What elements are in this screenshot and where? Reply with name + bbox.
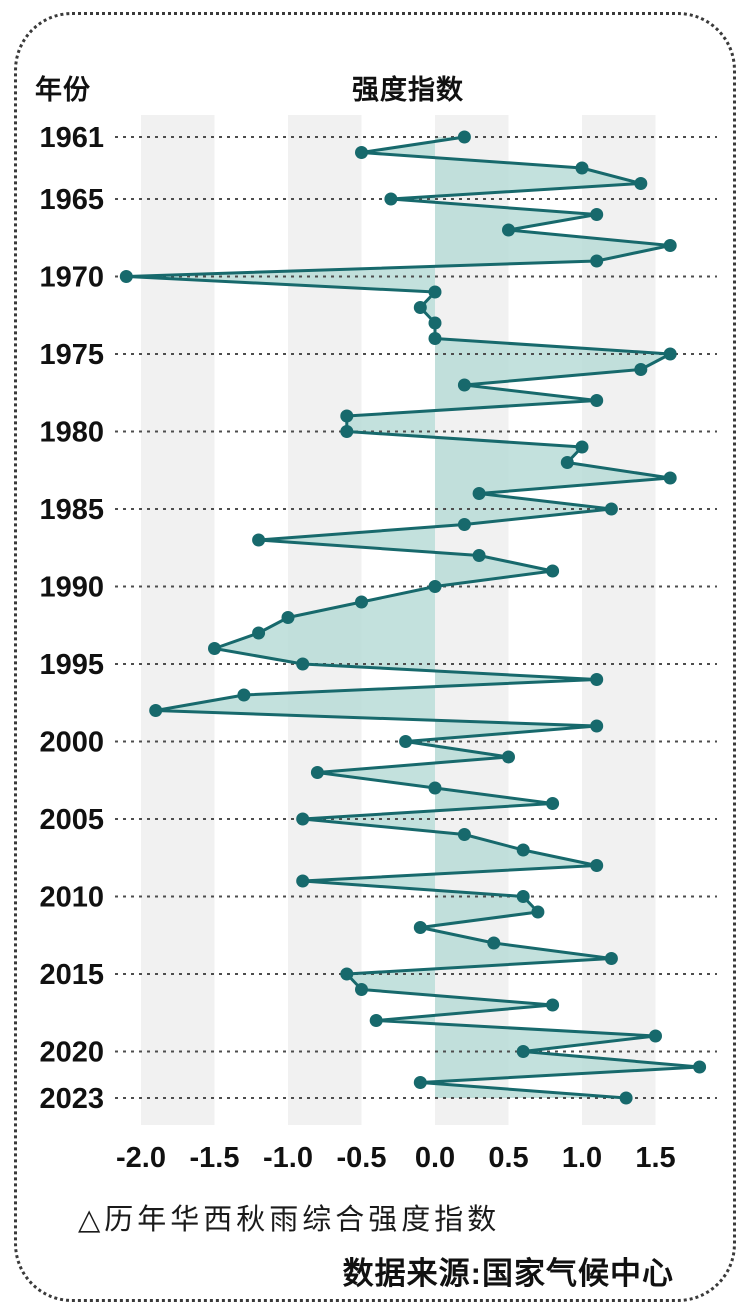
year-tick-label: 1990 bbox=[39, 572, 104, 604]
data-point bbox=[590, 859, 604, 872]
x-tick-label: 1.0 bbox=[562, 1142, 602, 1174]
data-point bbox=[369, 1014, 383, 1027]
year-tick-label: 1970 bbox=[39, 262, 104, 294]
year-tick-label: 2020 bbox=[39, 1037, 104, 1069]
data-point bbox=[590, 673, 604, 686]
data-point bbox=[413, 301, 427, 314]
data-point bbox=[428, 332, 442, 345]
data-point bbox=[487, 936, 501, 950]
chart-caption: △历年华西秋雨综合强度指数 bbox=[78, 1202, 501, 1236]
data-point bbox=[355, 146, 368, 159]
data-point bbox=[693, 1060, 707, 1074]
data-point bbox=[546, 564, 560, 578]
data-point bbox=[546, 998, 560, 1012]
data-point bbox=[340, 425, 354, 438]
data-point bbox=[457, 378, 471, 392]
data-point bbox=[590, 254, 604, 268]
data-point bbox=[619, 1091, 633, 1105]
data-point bbox=[663, 347, 677, 361]
data-point bbox=[428, 781, 442, 795]
year-tick-label: 2010 bbox=[39, 882, 104, 914]
x-tick-label: -0.5 bbox=[337, 1142, 387, 1174]
year-tick-label: 1965 bbox=[39, 184, 104, 216]
data-point bbox=[296, 812, 310, 826]
data-point bbox=[516, 890, 530, 903]
year-tick-label: 1995 bbox=[39, 649, 104, 681]
data-point bbox=[634, 177, 648, 190]
data-point bbox=[119, 270, 133, 283]
x-tick-label: 0.0 bbox=[415, 1142, 455, 1174]
data-point bbox=[296, 657, 310, 671]
data-source-label: 数据来源:国家气候中心 bbox=[342, 1256, 674, 1291]
year-tick-label: 1980 bbox=[39, 417, 104, 449]
data-point bbox=[413, 1076, 427, 1089]
data-point bbox=[502, 223, 515, 237]
data-point bbox=[604, 502, 618, 516]
data-point bbox=[281, 611, 295, 624]
data-point bbox=[516, 843, 530, 857]
data-point bbox=[149, 704, 163, 717]
data-point bbox=[457, 828, 471, 841]
x-tick-label: -1.5 bbox=[190, 1142, 240, 1174]
year-tick-label: 2015 bbox=[39, 959, 104, 991]
year-tick-label: 2005 bbox=[39, 804, 104, 836]
data-point bbox=[649, 1029, 662, 1043]
data-point bbox=[575, 161, 589, 175]
data-point bbox=[252, 626, 266, 640]
data-point bbox=[663, 239, 677, 252]
year-tick-label: 1961 bbox=[39, 122, 104, 154]
data-point bbox=[355, 595, 368, 609]
data-point bbox=[590, 208, 604, 221]
data-point bbox=[237, 688, 251, 702]
grid-band bbox=[141, 115, 215, 1125]
data-point bbox=[634, 363, 648, 376]
data-point bbox=[310, 766, 324, 779]
x-tick-label: 0.5 bbox=[488, 1142, 528, 1174]
data-point bbox=[428, 580, 442, 593]
data-point bbox=[531, 905, 545, 919]
x-tick-label: 1.5 bbox=[635, 1142, 675, 1174]
data-point bbox=[384, 192, 398, 206]
data-point bbox=[428, 316, 442, 330]
data-point bbox=[590, 394, 604, 407]
data-point bbox=[560, 456, 574, 469]
data-point bbox=[457, 518, 471, 531]
data-point bbox=[252, 533, 266, 547]
x-tick-label: -1.0 bbox=[263, 1142, 313, 1174]
data-point bbox=[413, 921, 427, 934]
year-tick-label: 1975 bbox=[39, 339, 104, 371]
data-point bbox=[208, 642, 221, 655]
data-point bbox=[663, 471, 677, 485]
data-point bbox=[575, 440, 589, 454]
data-point bbox=[428, 285, 442, 299]
year-tick-label: 2000 bbox=[39, 727, 104, 759]
data-point bbox=[296, 874, 310, 888]
data-point bbox=[340, 967, 354, 981]
data-point bbox=[546, 797, 560, 810]
year-tick-label: 2023 bbox=[39, 1083, 104, 1115]
data-point bbox=[604, 952, 618, 965]
intensity-axis-title: 强度指数 bbox=[352, 75, 464, 105]
x-tick-label: -2.0 bbox=[116, 1142, 166, 1174]
data-point bbox=[340, 409, 354, 423]
data-point bbox=[355, 983, 368, 996]
data-point bbox=[457, 130, 471, 144]
data-point bbox=[399, 735, 413, 748]
data-point bbox=[590, 719, 604, 733]
data-point bbox=[516, 1045, 530, 1058]
year-axis-title: 年份 bbox=[35, 75, 91, 105]
year-tick-label: 1985 bbox=[39, 494, 104, 526]
data-point bbox=[472, 549, 486, 562]
data-point bbox=[472, 487, 486, 500]
data-point bbox=[502, 750, 515, 764]
